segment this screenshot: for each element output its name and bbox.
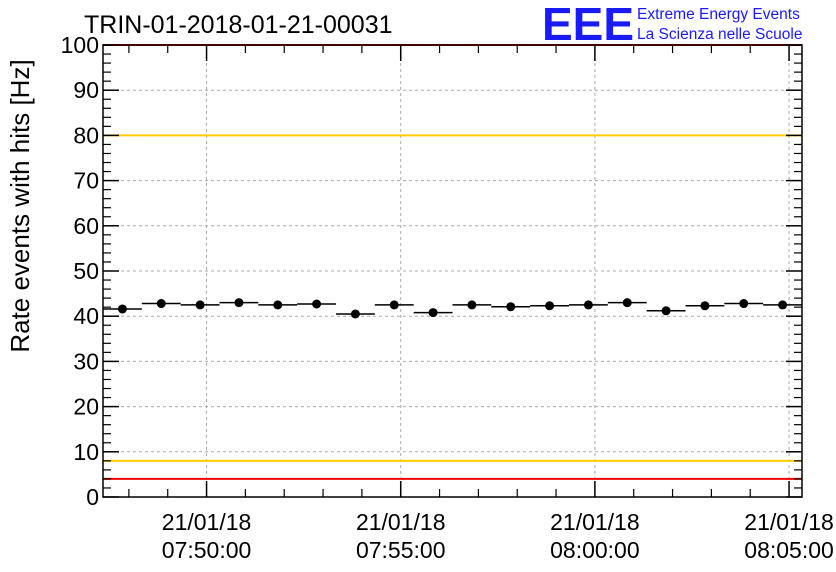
- logo-mark: EEE: [542, 0, 634, 50]
- y-tick-label: 90: [73, 77, 99, 103]
- data-point: [506, 302, 516, 312]
- eee-logo: EEE Extreme Energy Events La Scienza nel…: [542, 0, 802, 50]
- y-tick-label: 40: [73, 303, 99, 329]
- reference-lines: [103, 44, 802, 480]
- data-point: [350, 309, 360, 319]
- y-tick-label: 20: [73, 394, 99, 420]
- data-point: [273, 300, 283, 310]
- y-axis-label: Rate events with hits [Hz]: [5, 59, 35, 352]
- data-point: [545, 301, 555, 311]
- x-tick-labels: 21/01/1807:50:0021/01/1807:55:0021/01/18…: [162, 509, 834, 563]
- x-tick-date-label: 21/01/18: [356, 509, 446, 535]
- data-point: [312, 299, 322, 309]
- data-point: [700, 301, 710, 311]
- data-point: [389, 300, 399, 310]
- data-point: [739, 299, 749, 309]
- y-tick-label: 100: [61, 32, 99, 58]
- data-point: [467, 300, 477, 310]
- y-tick-label: 30: [73, 348, 99, 374]
- logo-line-2: La Scienza nelle Scuole: [637, 26, 802, 43]
- data-points: [103, 298, 802, 319]
- x-tick-time-label: 07:55:00: [356, 537, 446, 563]
- x-tick-date-label: 21/01/18: [162, 509, 252, 535]
- data-point: [428, 308, 438, 318]
- y-tick-label: 10: [73, 439, 99, 465]
- data-point: [661, 306, 671, 316]
- data-point: [622, 298, 632, 308]
- y-tick-label: 80: [73, 122, 99, 148]
- x-tick-time-label: 08:05:00: [744, 537, 834, 563]
- axis-ticks: [103, 44, 802, 498]
- y-tick-label: 0: [86, 484, 99, 510]
- y-tick-label: 50: [73, 258, 99, 284]
- y-tick-label: 60: [73, 213, 99, 239]
- data-point: [156, 299, 166, 309]
- data-point: [583, 300, 593, 310]
- x-tick-time-label: 08:00:00: [550, 537, 640, 563]
- data-point: [234, 298, 244, 308]
- data-point: [195, 300, 205, 310]
- grid: [103, 45, 802, 497]
- y-tick-label: 70: [73, 168, 99, 194]
- x-tick-date-label: 21/01/18: [550, 509, 640, 535]
- x-tick-date-label: 21/01/18: [744, 509, 834, 535]
- x-tick-time-label: 07:50:00: [162, 537, 252, 563]
- chart-title: TRIN-01-2018-01-21-00031: [84, 11, 393, 39]
- logo-line-1: Extreme Energy Events: [637, 6, 800, 23]
- data-point: [778, 300, 788, 310]
- y-tick-labels: 0 10 20 30 40 50 60 70 80 90 100: [61, 32, 99, 510]
- data-point: [117, 304, 127, 314]
